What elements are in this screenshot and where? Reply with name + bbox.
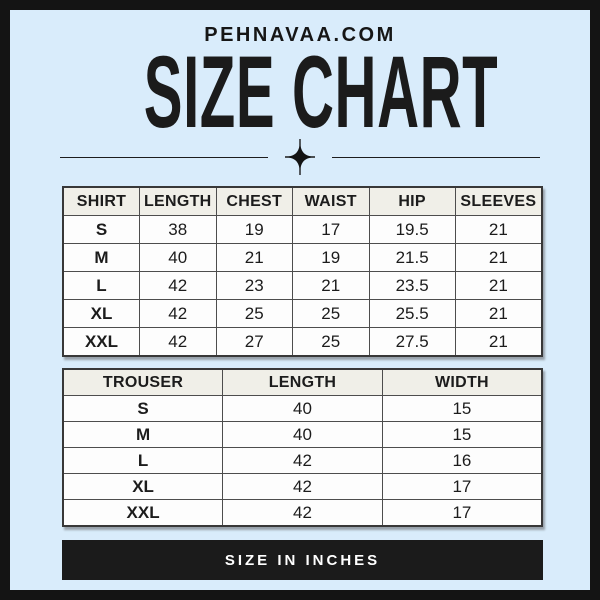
value-cell: 40 — [222, 395, 383, 422]
value-cell: 40 — [139, 243, 217, 272]
column-header-hip: HIP — [368, 186, 456, 216]
table-row: M 40 21 19 21.5 21 — [62, 243, 543, 272]
size-label-cell: XL — [62, 473, 224, 500]
table-row: XL 42 17 — [62, 473, 543, 500]
value-cell: 21 — [454, 215, 543, 244]
value-cell: 42 — [139, 271, 217, 300]
table-row: XXL 42 17 — [62, 499, 543, 527]
title-wrap: SIZE CHART — [10, 41, 590, 143]
table-row: L 42 23 21 23.5 21 — [62, 271, 543, 300]
table-row: M 40 15 — [62, 421, 543, 448]
value-cell: 17 — [381, 499, 543, 527]
table-row: XXL 42 27 25 27.5 21 — [62, 327, 543, 357]
column-header-width: WIDTH — [381, 368, 543, 396]
column-header-length: LENGTH — [222, 368, 383, 396]
value-cell: 23.5 — [368, 271, 456, 300]
value-cell: 40 — [222, 421, 383, 448]
size-label-cell: L — [62, 447, 224, 474]
column-header-trouser: TROUSER — [62, 368, 224, 396]
page-title: SIZE CHART — [143, 35, 499, 149]
value-cell: 42 — [222, 499, 383, 527]
value-cell: 23 — [215, 271, 293, 300]
decorative-divider — [60, 139, 540, 175]
size-label-cell: S — [62, 395, 224, 422]
value-cell: 42 — [139, 327, 217, 357]
value-cell: 42 — [222, 447, 383, 474]
shirt-size-table: SHIRT LENGTH CHEST WAIST HIP SLEEVES S 38 19 17 19… — [62, 186, 543, 357]
value-cell: 25 — [215, 299, 293, 328]
size-label-cell: XXL — [62, 499, 224, 527]
unit-banner: SIZE IN INCHES — [62, 540, 543, 580]
header-row: SHIRT LENGTH CHEST WAIST HIP SLEEVES — [62, 186, 543, 216]
value-cell: 38 — [139, 215, 217, 244]
poster-background: PEHNAVAA.COM SIZE CHART SHIRT LENGTH CHEST… — [10, 10, 590, 590]
size-label-cell: M — [62, 421, 224, 448]
value-cell: 21 — [215, 243, 293, 272]
value-cell: 17 — [381, 473, 543, 500]
divider-line-right — [332, 156, 540, 158]
value-cell: 17 — [292, 215, 370, 244]
value-cell: 21 — [454, 327, 543, 357]
value-cell: 19 — [215, 215, 293, 244]
value-cell: 25 — [292, 299, 370, 328]
column-header-length: LENGTH — [139, 186, 217, 216]
divider-line-left — [60, 156, 268, 158]
header-row: TROUSER LENGTH WIDTH — [62, 368, 543, 396]
size-label-cell: XXL — [62, 327, 140, 357]
value-cell: 21 — [454, 299, 543, 328]
value-cell: 21 — [292, 271, 370, 300]
table-row: S 40 15 — [62, 395, 543, 422]
value-cell: 21.5 — [368, 243, 456, 272]
value-cell: 27 — [215, 327, 293, 357]
size-label-cell: S — [62, 215, 140, 244]
size-label-cell: XL — [62, 299, 140, 328]
value-cell: 15 — [381, 395, 543, 422]
brand-name: PEHNAVAA.COM — [204, 24, 396, 46]
unit-banner-label: SIZE IN INCHES — [224, 551, 381, 569]
value-cell: 42 — [222, 473, 383, 500]
table-row: XL 42 25 25 25.5 21 — [62, 299, 543, 328]
value-cell: 16 — [381, 447, 543, 474]
trouser-size-table: TROUSER LENGTH WIDTH S 40 15 M 40 15 L 42 16 XL 42 17 X… — [62, 368, 543, 527]
sparkle-icon — [285, 139, 315, 175]
column-header-chest: CHEST — [215, 186, 293, 216]
value-cell: 19.5 — [368, 215, 456, 244]
value-cell: 27.5 — [368, 327, 456, 357]
value-cell: 25 — [292, 327, 370, 357]
column-header-shirt: SHIRT — [62, 186, 140, 216]
value-cell: 42 — [139, 299, 217, 328]
table-row: L 42 16 — [62, 447, 543, 474]
table-row: S 38 19 17 19.5 21 — [62, 215, 543, 244]
size-label-cell: M — [62, 243, 140, 272]
value-cell: 21 — [454, 243, 543, 272]
value-cell: 21 — [454, 271, 543, 300]
value-cell: 15 — [381, 421, 543, 448]
size-label-cell: L — [62, 271, 140, 300]
value-cell: 19 — [292, 243, 370, 272]
column-header-waist: WAIST — [292, 186, 370, 216]
column-header-sleeves: SLEEVES — [454, 186, 543, 216]
value-cell: 25.5 — [368, 299, 456, 328]
